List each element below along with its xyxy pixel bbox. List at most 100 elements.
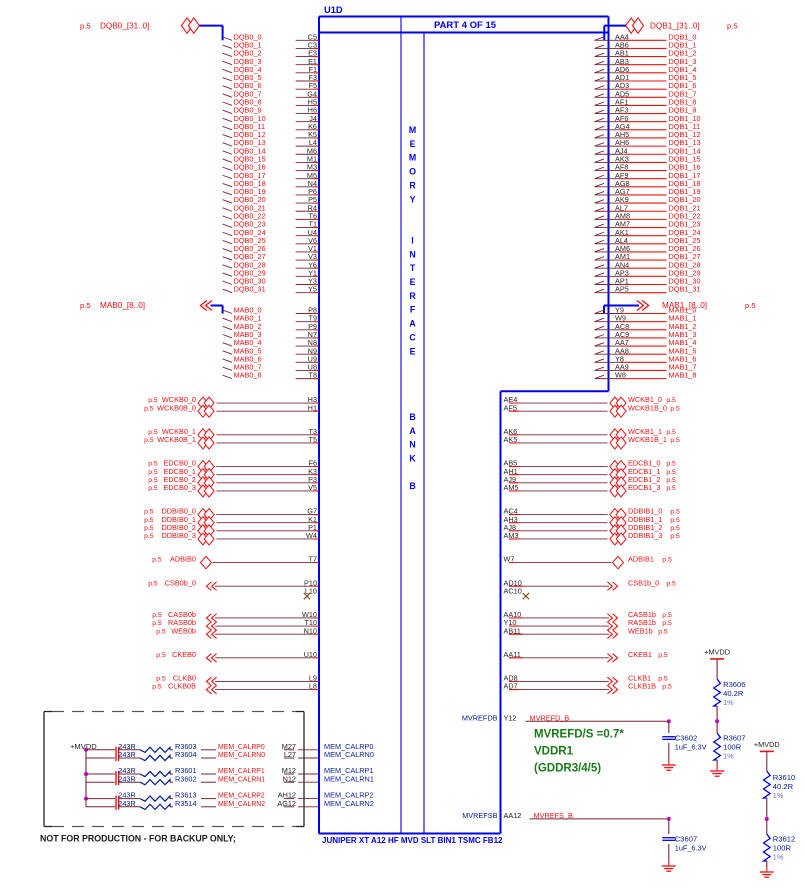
svg-text:WCKB1B_0: WCKB1B_0 xyxy=(628,403,667,412)
svg-text:WCKB0B_0: WCKB0B_0 xyxy=(157,403,196,412)
svg-text:p.5: p.5 xyxy=(666,429,676,436)
svg-text:CLKB0B: CLKB0B xyxy=(168,682,196,691)
svg-text:R3610: R3610 xyxy=(773,773,795,782)
svg-text:R: R xyxy=(409,180,416,190)
svg-text:p.5: p.5 xyxy=(670,509,680,516)
svg-text:DQB0_[31..0]: DQB0_[31..0] xyxy=(100,22,150,31)
svg-text:WEB1b: WEB1b xyxy=(628,626,653,635)
svg-text:1%: 1% xyxy=(723,698,734,707)
svg-text:ADBIB1: ADBIB1 xyxy=(628,555,654,564)
svg-text:p.5: p.5 xyxy=(156,652,166,659)
svg-text:p.5: p.5 xyxy=(152,557,162,564)
svg-text:MVREFD_B: MVREFD_B xyxy=(530,713,570,722)
svg-text:A: A xyxy=(409,319,416,329)
svg-text:M: M xyxy=(409,125,416,135)
svg-text:V5: V5 xyxy=(308,483,317,492)
svg-text:p.5: p.5 xyxy=(144,437,154,444)
svg-text:O: O xyxy=(409,167,416,177)
svg-text:p.5: p.5 xyxy=(80,22,91,31)
svg-text:CKEB0: CKEB0 xyxy=(172,650,196,659)
svg-text:MVREFD/S =0.7*: MVREFD/S =0.7* xyxy=(534,728,624,740)
svg-text:p.5: p.5 xyxy=(144,509,154,516)
svg-text:p.5: p.5 xyxy=(666,461,676,468)
svg-text:PART 4 OF 15: PART 4 OF 15 xyxy=(434,20,497,31)
svg-text:T: T xyxy=(410,263,416,273)
svg-text:p.5: p.5 xyxy=(670,405,680,412)
svg-text:CLKB1B: CLKB1B xyxy=(628,682,656,691)
svg-text:1uF_6.3V: 1uF_6.3V xyxy=(675,844,707,853)
svg-text:MEM_CALRN0: MEM_CALRN0 xyxy=(324,750,374,759)
svg-text:MVREFSB: MVREFSB xyxy=(462,811,497,820)
svg-text:WCKB1B_1: WCKB1B_1 xyxy=(628,435,667,444)
svg-text:C3602: C3602 xyxy=(675,734,697,743)
svg-text:T8: T8 xyxy=(308,371,317,380)
svg-text:R3514: R3514 xyxy=(175,799,197,808)
svg-text:100R: 100R xyxy=(773,844,792,853)
svg-text:AC10: AC10 xyxy=(504,586,522,595)
svg-text:E: E xyxy=(410,277,416,287)
svg-text:U10: U10 xyxy=(304,650,317,659)
svg-text:100R: 100R xyxy=(723,743,742,752)
svg-text:U1D: U1D xyxy=(324,5,343,15)
svg-text:JUNIPER XT A12 HF MVD SLT BIN1: JUNIPER XT A12 HF MVD SLT BIN1 TSMC FB12 xyxy=(322,836,503,845)
svg-text:R3604: R3604 xyxy=(175,750,197,759)
svg-text:40.2R: 40.2R xyxy=(723,689,744,698)
svg-text:NOT FOR PRODUCTION - FOR BACKU: NOT FOR PRODUCTION - FOR BACKUP ONLY; xyxy=(40,834,236,844)
svg-text:MEM_CALRP2: MEM_CALRP2 xyxy=(218,793,265,800)
svg-text:M: M xyxy=(409,153,416,163)
svg-text:VDDR1: VDDR1 xyxy=(534,745,574,757)
svg-text:WCKB0B_1: WCKB0B_1 xyxy=(157,435,196,444)
svg-text:DQB0_31: DQB0_31 xyxy=(234,285,266,294)
svg-text:MEM_CALRP0: MEM_CALRP0 xyxy=(218,744,265,751)
svg-text:Y12: Y12 xyxy=(504,713,517,722)
svg-text:CSB0b_0: CSB0b_0 xyxy=(165,578,196,587)
svg-text:R3602: R3602 xyxy=(175,774,197,783)
svg-text:p.5: p.5 xyxy=(152,620,162,627)
svg-text:DQB1_[31..0]: DQB1_[31..0] xyxy=(650,22,700,31)
svg-text:p.5: p.5 xyxy=(662,612,672,619)
svg-text:1%: 1% xyxy=(723,752,734,761)
svg-text:Y5: Y5 xyxy=(308,285,317,294)
svg-text:p.5: p.5 xyxy=(670,517,680,524)
svg-text:p.5: p.5 xyxy=(658,676,668,683)
svg-text:p.5: p.5 xyxy=(727,22,738,31)
svg-text:F: F xyxy=(410,305,416,315)
svg-text:243R: 243R xyxy=(118,774,135,783)
svg-text:A: A xyxy=(409,426,416,436)
svg-text:243R: 243R xyxy=(118,750,135,759)
svg-text:N10: N10 xyxy=(304,626,317,635)
svg-text:C: C xyxy=(409,332,416,342)
svg-text:E: E xyxy=(410,346,416,356)
svg-text:p.5: p.5 xyxy=(156,628,166,635)
svg-text:N: N xyxy=(409,249,415,259)
svg-text:Y: Y xyxy=(410,194,416,204)
svg-text:p.5: p.5 xyxy=(152,612,162,619)
svg-text:AG12: AG12 xyxy=(277,799,296,808)
svg-text:C3607: C3607 xyxy=(675,835,697,844)
svg-text:MVREFS_B: MVREFS_B xyxy=(534,811,573,820)
svg-text:EDCB0_3: EDCB0_3 xyxy=(164,483,196,492)
svg-text:p.5: p.5 xyxy=(666,485,676,492)
svg-text:W4: W4 xyxy=(306,531,317,540)
svg-text:I: I xyxy=(411,235,413,245)
svg-text:K: K xyxy=(409,454,416,464)
svg-text:MEM_CALRN2: MEM_CALRN2 xyxy=(324,799,374,808)
svg-text:L8: L8 xyxy=(309,682,317,691)
svg-text:243R: 243R xyxy=(118,799,135,808)
svg-text:1uF_6.3V: 1uF_6.3V xyxy=(675,743,707,752)
svg-text:p.5: p.5 xyxy=(666,580,676,587)
svg-text:40.2R: 40.2R xyxy=(773,782,794,791)
svg-text:p.5: p.5 xyxy=(662,684,672,691)
svg-text:p.5: p.5 xyxy=(666,397,676,404)
svg-text:p.5: p.5 xyxy=(666,469,676,476)
svg-text:p.5: p.5 xyxy=(144,525,154,532)
svg-text:p.5: p.5 xyxy=(144,533,154,540)
svg-text:R: R xyxy=(409,291,416,301)
svg-text:1%: 1% xyxy=(773,853,784,862)
svg-text:1%: 1% xyxy=(773,791,784,800)
svg-text:p.5: p.5 xyxy=(148,477,158,484)
svg-text:B: B xyxy=(409,481,415,491)
svg-text:p.5: p.5 xyxy=(670,525,680,532)
svg-text:MVREFDB: MVREFDB xyxy=(462,713,498,722)
svg-text:p.5: p.5 xyxy=(662,557,672,564)
